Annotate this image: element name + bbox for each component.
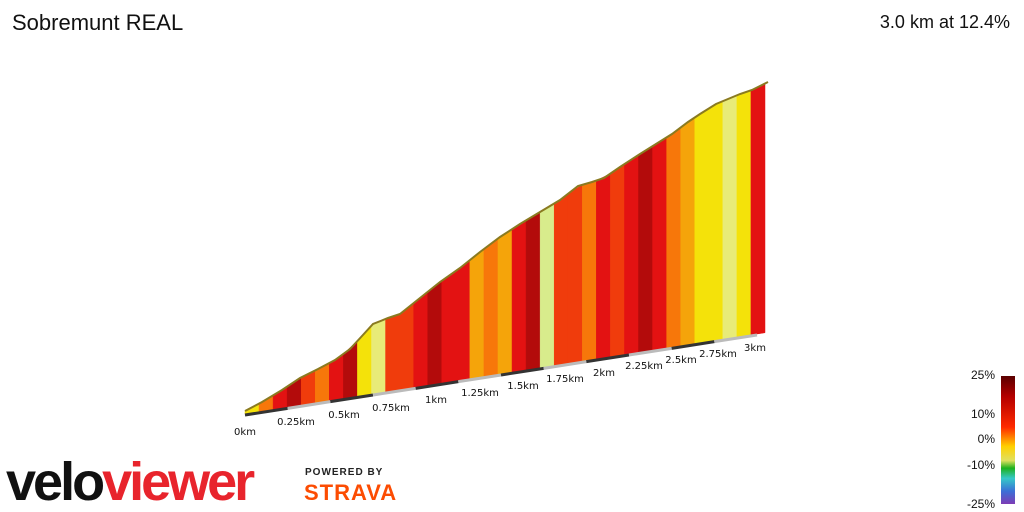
distance-ruler-band	[586, 353, 630, 364]
profile-segment	[385, 313, 400, 393]
profile-segment	[469, 248, 485, 380]
profile-segment	[610, 163, 625, 358]
profile-segment	[511, 219, 527, 373]
distance-ruler-band	[500, 366, 544, 377]
profile-segment	[553, 193, 569, 366]
strava-logo[interactable]: STRAVA	[304, 480, 398, 505]
profile-segment	[441, 270, 457, 384]
x-tick-label: 1.25km	[461, 388, 499, 399]
x-tick-label: 1km	[425, 395, 447, 406]
profile-segment	[652, 136, 667, 351]
powered-by-label: POWERED BY	[305, 467, 384, 478]
profile-segment	[638, 145, 653, 353]
x-tick-label: 0.25km	[277, 417, 315, 428]
profile-segment	[483, 238, 499, 377]
profile-segment	[722, 94, 738, 340]
distance-ruler-band	[415, 380, 459, 390]
legend-label-0: 0%	[977, 432, 995, 446]
x-tick-label: 1.5km	[507, 381, 538, 392]
profile-segment	[596, 173, 611, 360]
distance-ruler-band	[330, 393, 374, 404]
profile-segment	[371, 318, 386, 395]
x-tick-label: 1.75km	[546, 374, 584, 385]
x-tick-label: 2.5km	[665, 355, 696, 366]
x-tick-label: 2.75km	[699, 349, 737, 360]
profile-segment	[708, 100, 724, 342]
distance-ruler-band	[543, 360, 587, 370]
x-tick-label: 2.25km	[625, 361, 663, 372]
gradient-legend-bar	[1001, 376, 1015, 504]
distance-ruler-band	[714, 333, 758, 344]
distance-ruler-band	[628, 346, 672, 357]
x-tick-label: 2km	[593, 368, 615, 379]
profile-segment	[567, 184, 583, 364]
legend-label-minus25: -25%	[966, 497, 995, 511]
profile-segment	[399, 302, 414, 391]
distance-ruler-band	[287, 400, 331, 410]
segment-summary: 3.0 km at 12.4%	[879, 12, 1010, 32]
profile-segment	[357, 325, 372, 397]
profile-segment	[539, 203, 555, 369]
profile-segment	[750, 83, 766, 336]
profile-segment	[413, 291, 428, 388]
x-tick-label: 3km	[744, 343, 766, 354]
x-tick-label: 0km	[234, 427, 256, 438]
distance-ruler-band	[671, 340, 715, 350]
profile-segment	[582, 180, 597, 362]
profile-segment	[624, 154, 639, 356]
profile-segment	[455, 259, 471, 382]
profile-segment	[680, 117, 695, 347]
profile-segment	[497, 228, 513, 375]
legend-label-minus10: -10%	[966, 458, 995, 472]
distance-ruler-band	[244, 406, 288, 417]
profile-segment	[525, 211, 541, 371]
profile-segment	[427, 280, 443, 386]
distance-ruler-band	[458, 373, 502, 384]
logo-viewer: viewer	[102, 452, 255, 512]
logo-velo: velo	[6, 452, 105, 512]
segment-title: Sobremunt REAL	[12, 10, 184, 35]
elevation-profile-chart: 0km 0.25km 0.5km 0.75km 1km 1.25km 1.5km 1.75km…	[234, 81, 769, 438]
legend-label-25: 25%	[970, 368, 995, 382]
profile-outline	[244, 81, 769, 412]
legend-label-10: 10%	[970, 407, 995, 421]
profile-segment	[666, 127, 681, 349]
distance-ruler-band	[372, 386, 416, 397]
profile-segment	[736, 89, 752, 338]
x-tick-label: 0.75km	[372, 403, 410, 414]
veloviewer-logo[interactable]: veloviewer	[6, 452, 255, 512]
profile-segment	[694, 108, 710, 345]
x-tick-label: 0.5km	[328, 410, 359, 421]
